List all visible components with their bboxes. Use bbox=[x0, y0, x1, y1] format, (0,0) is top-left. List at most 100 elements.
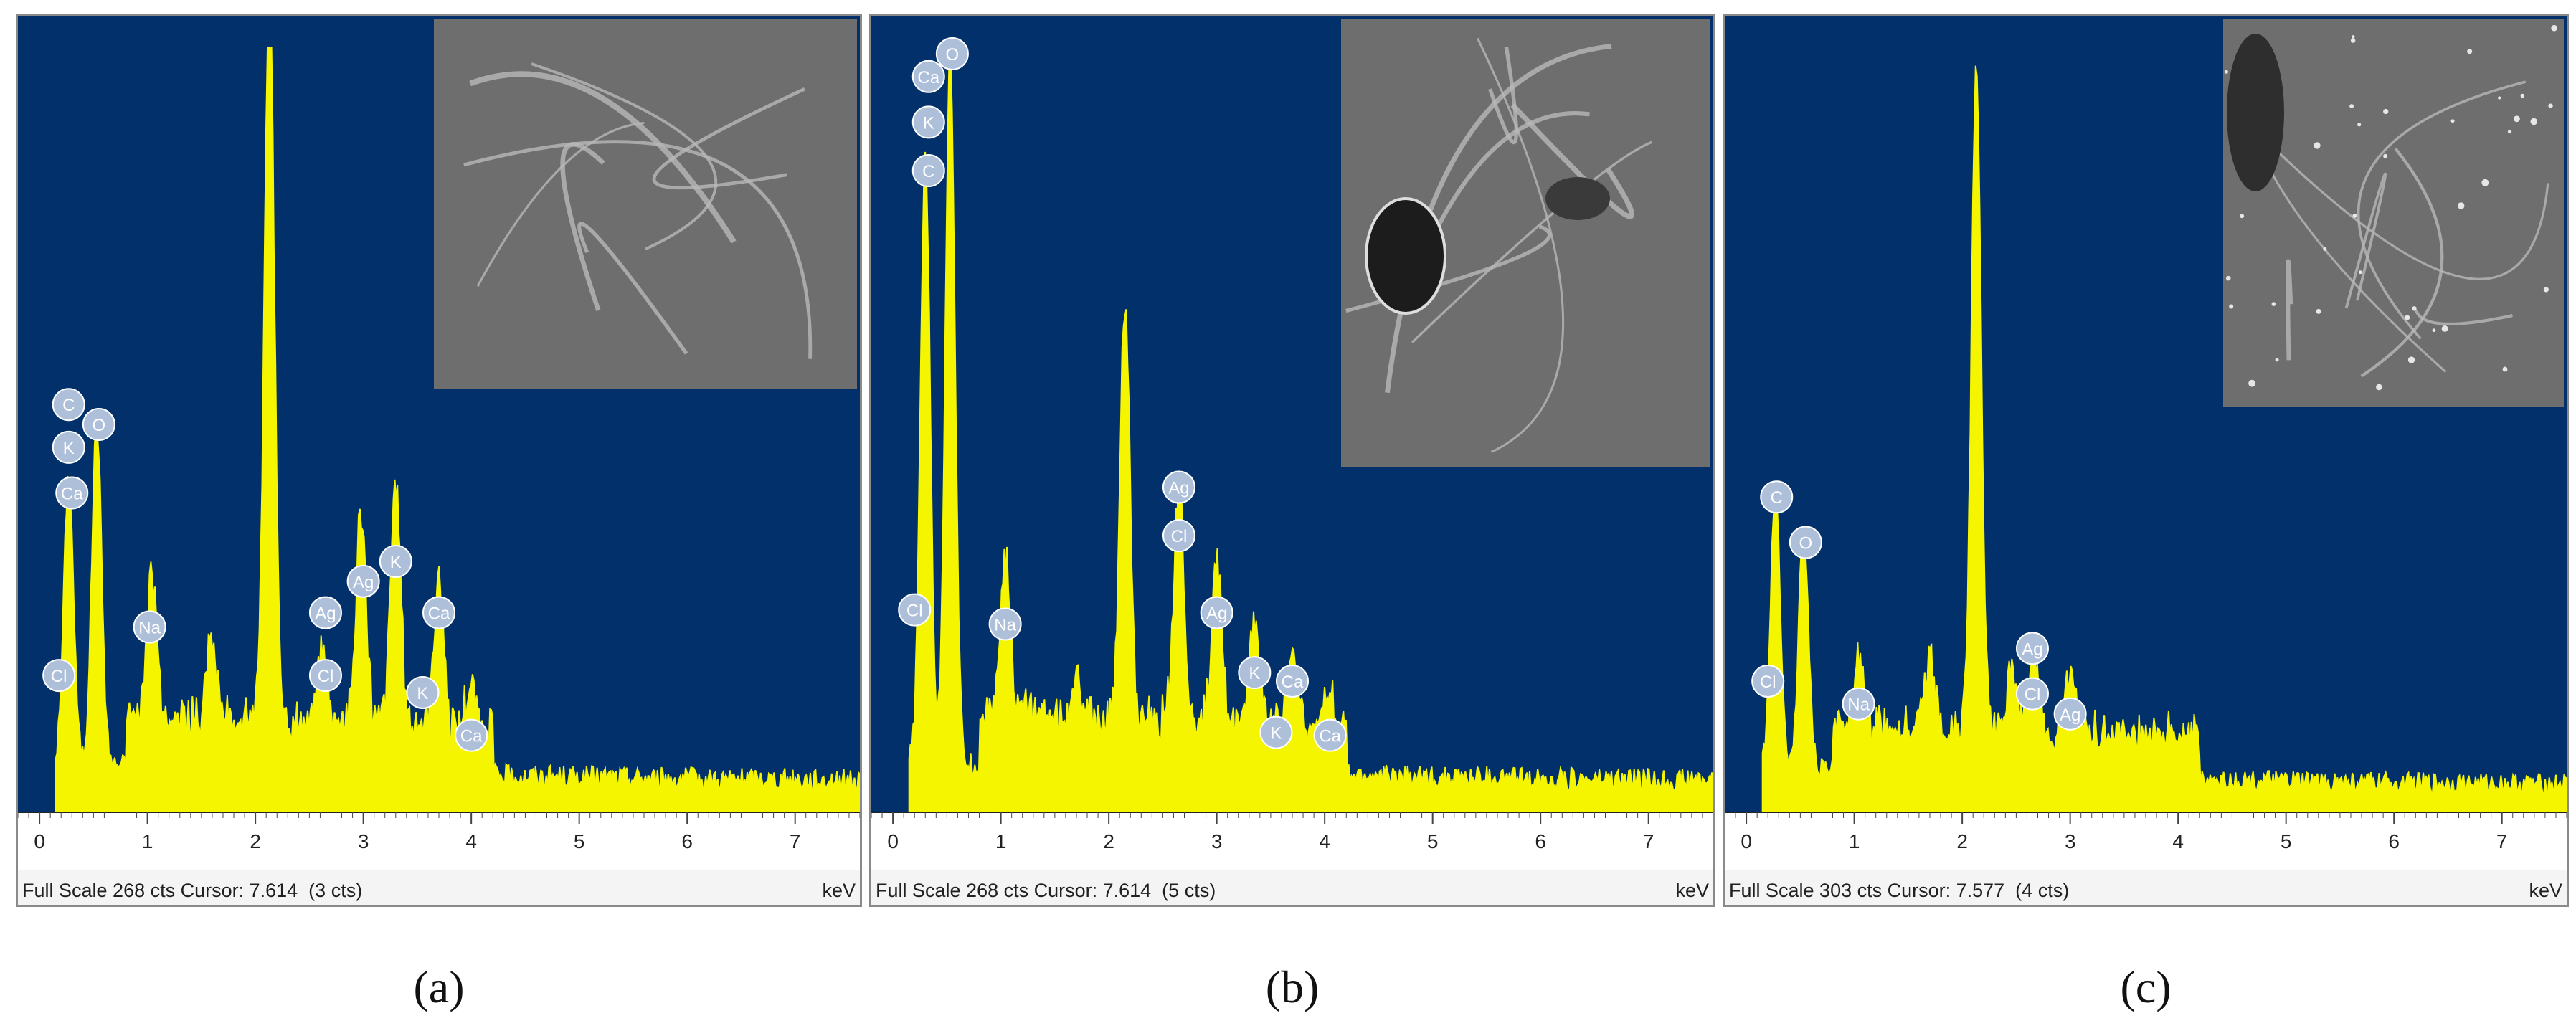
x-tick-label: 2 bbox=[1103, 830, 1114, 852]
x-tick-label: 6 bbox=[681, 830, 693, 852]
element-label: Cl bbox=[1162, 519, 1195, 553]
svg-text:O: O bbox=[1799, 534, 1813, 553]
svg-text:K: K bbox=[417, 684, 428, 703]
svg-text:Ca: Ca bbox=[428, 604, 450, 624]
spectrum-trace bbox=[55, 47, 860, 813]
svg-text:O: O bbox=[93, 416, 106, 435]
eds-panel-c: C O Cl Na Ag Cl Ag 0 1 2 3 4 5 6 7 Full Scale 303 cts … bbox=[1723, 14, 2569, 907]
element-label: Ca bbox=[911, 60, 945, 93]
element-label: Ag bbox=[346, 564, 380, 598]
x-tick-label: 4 bbox=[2172, 830, 2184, 852]
x-tick-label: 7 bbox=[790, 830, 801, 852]
unit-label: keV bbox=[822, 880, 856, 901]
eds-panel-b: Ca K C O Cl Na Ag Cl Ag K Ca K Ca 0 1 2 3 4 5 6 7 Full Scale… bbox=[869, 14, 1715, 907]
element-label: Ca bbox=[422, 596, 455, 629]
svg-text:Ca: Ca bbox=[1319, 727, 1341, 746]
unit-label: keV bbox=[1675, 880, 1709, 901]
svg-text:Ca: Ca bbox=[61, 485, 83, 504]
svg-text:Ca: Ca bbox=[460, 727, 483, 746]
svg-text:O: O bbox=[946, 45, 960, 65]
x-tick-label: 0 bbox=[34, 830, 45, 852]
status-text: Full Scale 303 cts Cursor: 7.577 (4 cts) bbox=[1729, 880, 2070, 901]
element-label: Na bbox=[988, 607, 1022, 641]
svg-text:Ag: Ag bbox=[353, 573, 374, 592]
status-bar: Full Scale 268 cts Cursor: 7.614 (5 cts)… bbox=[876, 877, 1709, 904]
element-label: Na bbox=[1842, 687, 1875, 721]
element-label: K bbox=[911, 105, 945, 139]
x-tick-label: 2 bbox=[250, 830, 261, 852]
x-tick-label: 2 bbox=[1956, 830, 1968, 852]
element-label: Ca bbox=[1276, 665, 1309, 698]
element-label: Cl bbox=[2015, 677, 2049, 711]
element-label: O bbox=[935, 37, 969, 70]
element-label: K bbox=[406, 675, 440, 709]
x-tick-label: 3 bbox=[2065, 830, 2076, 852]
x-tick-label: 3 bbox=[358, 830, 369, 852]
x-tick-label: 4 bbox=[465, 830, 477, 852]
svg-text:K: K bbox=[63, 439, 75, 458]
svg-text:Ca: Ca bbox=[1282, 673, 1304, 692]
element-label: Na bbox=[133, 610, 166, 644]
x-tick-label: 1 bbox=[995, 830, 1007, 852]
svg-text:Na: Na bbox=[138, 618, 161, 637]
x-axis-strip bbox=[1725, 812, 2567, 870]
unit-label: keV bbox=[2529, 880, 2562, 901]
eds-panel-a: C K Ca Cl O Na Ag Cl Ag K Ca K Ca 0 1 2 3 4 5 6 7 Full Scale… bbox=[16, 14, 862, 907]
x-tick-label: 5 bbox=[2281, 830, 2292, 852]
status-text: Full Scale 268 cts Cursor: 7.614 (3 cts) bbox=[22, 880, 363, 901]
element-label: O bbox=[1789, 526, 1822, 559]
svg-text:Cl: Cl bbox=[1760, 673, 1776, 692]
element-label: C bbox=[911, 154, 945, 188]
svg-text:Ag: Ag bbox=[315, 604, 336, 624]
element-label: Cl bbox=[308, 659, 342, 693]
element-label: Ca bbox=[55, 476, 89, 510]
x-tick-label: 5 bbox=[1427, 830, 1439, 852]
svg-text:Na: Na bbox=[994, 615, 1016, 635]
x-tick-label: 6 bbox=[2388, 830, 2400, 852]
element-label: K bbox=[379, 544, 412, 578]
element-label: O bbox=[82, 408, 115, 442]
svg-text:Ag: Ag bbox=[2060, 705, 2080, 725]
svg-text:K: K bbox=[1270, 724, 1282, 743]
svg-text:Ag: Ag bbox=[2022, 640, 2042, 659]
element-label: Cl bbox=[898, 593, 932, 627]
x-tick-label: 3 bbox=[1211, 830, 1223, 852]
sem-inset-image bbox=[1341, 19, 1710, 467]
element-label: Ag bbox=[2015, 632, 2049, 665]
x-tick-label: 1 bbox=[1849, 830, 1860, 852]
status-text: Full Scale 268 cts Cursor: 7.614 (5 cts) bbox=[876, 880, 1216, 901]
svg-text:Cl: Cl bbox=[1171, 527, 1188, 546]
x-tick-label: 0 bbox=[887, 830, 899, 852]
spectrum-chart-b: Ca K C O Cl Na Ag Cl Ag K Ca K Ca 0 1 2 3 4 5 6 7 bbox=[871, 16, 1713, 870]
x-axis-strip bbox=[18, 812, 860, 870]
x-tick-label: 0 bbox=[1741, 830, 1752, 852]
x-tick-label: 7 bbox=[1643, 830, 1654, 852]
svg-text:Cl: Cl bbox=[2025, 685, 2041, 705]
spectrum-trace bbox=[1761, 65, 2567, 813]
svg-text:Ag: Ag bbox=[1206, 604, 1227, 624]
sem-inset-image bbox=[2223, 19, 2564, 407]
sem-inset-image bbox=[434, 19, 857, 389]
x-tick-label: 4 bbox=[1319, 830, 1330, 852]
svg-text:K: K bbox=[923, 113, 934, 133]
caption-b: (b) bbox=[1265, 961, 1320, 1012]
svg-text:Cl: Cl bbox=[51, 667, 67, 686]
element-label: Ca bbox=[455, 718, 488, 752]
svg-text:Cl: Cl bbox=[906, 602, 923, 621]
svg-text:K: K bbox=[1249, 664, 1260, 683]
x-tick-label: 5 bbox=[574, 830, 585, 852]
caption-c: (c) bbox=[2120, 961, 2172, 1012]
svg-text:Ag: Ag bbox=[1168, 479, 1189, 498]
status-bar: Full Scale 268 cts Cursor: 7.614 (3 cts)… bbox=[22, 877, 856, 904]
element-label: Ag bbox=[2053, 697, 2087, 731]
x-axis-strip bbox=[871, 812, 1713, 870]
element-label: K bbox=[1238, 656, 1272, 690]
element-label: K bbox=[52, 430, 85, 464]
svg-text:C: C bbox=[922, 162, 934, 181]
svg-text:Ca: Ca bbox=[917, 68, 939, 87]
spectrum-chart-a: C K Ca Cl O Na Ag Cl Ag K Ca K Ca 0 1 2 3 4 5 6 7 bbox=[18, 16, 860, 870]
x-tick-label: 7 bbox=[2496, 830, 2508, 852]
element-label: C bbox=[1760, 480, 1794, 514]
element-label: Ag bbox=[1200, 596, 1233, 629]
x-tick-label: 1 bbox=[142, 830, 153, 852]
